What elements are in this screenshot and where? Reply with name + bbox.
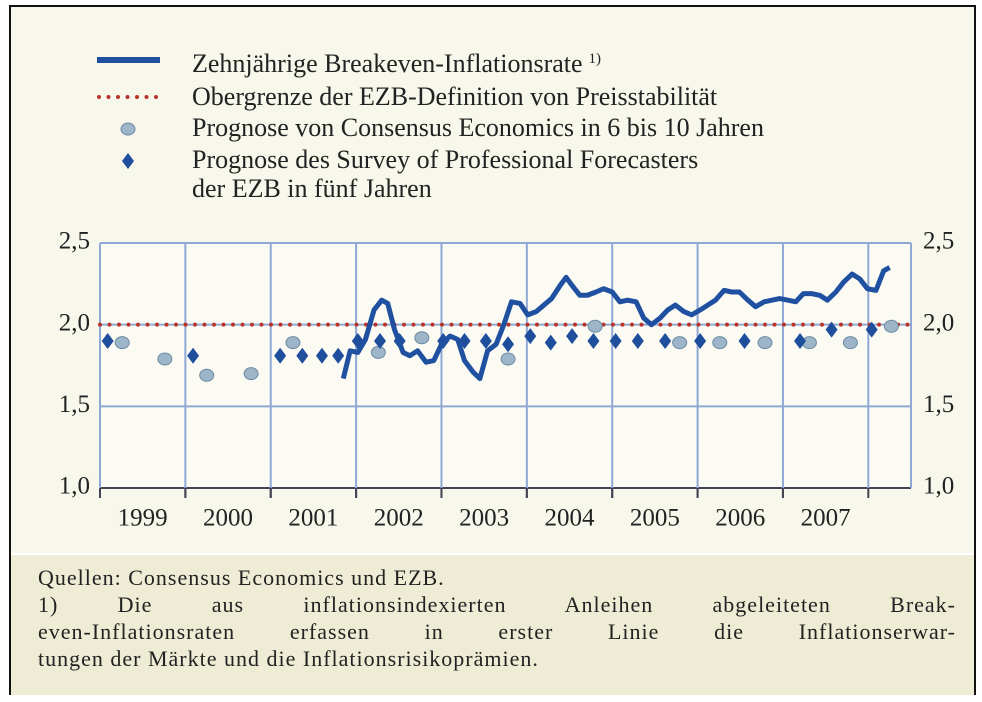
consensus-point	[199, 368, 215, 382]
spf-point	[865, 321, 878, 338]
y-tick-label: 1,0	[59, 473, 90, 500]
spf-point	[187, 347, 200, 364]
legend-text: Zehnjährige Breakeven-Inflationsrate	[192, 49, 583, 78]
spf-point	[502, 336, 515, 353]
legend-marker	[122, 153, 134, 169]
x-tick-label: 2004	[545, 505, 596, 532]
spf-point	[101, 333, 114, 349]
x-tick-label: 2002	[374, 505, 424, 532]
x-tick-label: 2000	[203, 505, 253, 532]
spf-point	[544, 334, 557, 351]
x-tick-label: 2001	[288, 505, 338, 532]
spf-point	[609, 333, 622, 349]
consensus-point	[370, 345, 386, 359]
source: Quellen: Consensus Economics und EZB.	[38, 565, 445, 590]
spf-point	[566, 328, 579, 345]
x-tick-label: 2006	[715, 505, 765, 532]
y2-tick-label: 2,5	[923, 228, 954, 255]
consensus-point	[285, 336, 301, 350]
x-tick-label: 2003	[459, 505, 509, 532]
spf-point	[479, 333, 492, 349]
spf-point	[524, 328, 537, 345]
consensus-point	[243, 367, 259, 381]
spf-point	[296, 347, 309, 364]
consensus-point	[712, 336, 728, 350]
spf-point	[694, 333, 707, 349]
y-tick-label: 1,5	[59, 391, 90, 418]
breakeven-line	[340, 265, 891, 382]
consensus-point	[114, 336, 130, 350]
note-line: even-Inflationsraten erfassen in erster …	[38, 619, 956, 644]
y2-tick-label: 1,0	[923, 473, 954, 500]
consensus-point	[757, 336, 773, 350]
consensus-point	[672, 336, 688, 350]
spf-point	[315, 347, 328, 364]
x-tick-label: 2007	[801, 505, 851, 532]
legend-label: Prognose von Consensus Economics in 6 bi…	[192, 113, 764, 142]
note-line: 1) Die aus inflationsindexierten Anleihe…	[38, 592, 956, 617]
x-tick-label: 2005	[630, 505, 680, 532]
x-tick-label: 1999	[118, 505, 168, 532]
consensus-point	[414, 331, 430, 345]
spf-point	[587, 333, 600, 349]
plot-area	[100, 243, 911, 488]
y2-tick-label: 1,5	[923, 391, 954, 418]
spf-point	[631, 333, 644, 349]
spf-point	[332, 347, 345, 364]
footer-panel	[11, 553, 974, 695]
spf-point	[274, 347, 287, 364]
note-line: tungen der Märkte und die Inflationsrisi…	[38, 646, 539, 671]
spf-point	[659, 333, 672, 349]
y-tick-label: 2,5	[59, 228, 90, 255]
legend-label: Zehnjährige Breakeven-Inflationsrate 1)	[192, 45, 601, 78]
legend-label: Prognose des Survey of Professional Fore…	[192, 145, 699, 203]
spf-point	[825, 321, 838, 338]
spf-point	[374, 333, 387, 349]
spf-point	[738, 333, 751, 349]
legend-label: Obergrenze der EZB-Definition von Preiss…	[192, 82, 718, 111]
consensus-point	[587, 319, 603, 333]
legend-marker	[120, 122, 136, 136]
footnote-marker: 1)	[588, 51, 602, 67]
consensus-point	[500, 352, 516, 366]
y2-tick-label: 2,0	[923, 309, 954, 336]
spf-point	[794, 333, 807, 349]
y-tick-label: 2,0	[59, 309, 90, 336]
consensus-point	[157, 352, 173, 366]
consensus-point	[842, 336, 858, 350]
consensus-point	[883, 319, 899, 333]
